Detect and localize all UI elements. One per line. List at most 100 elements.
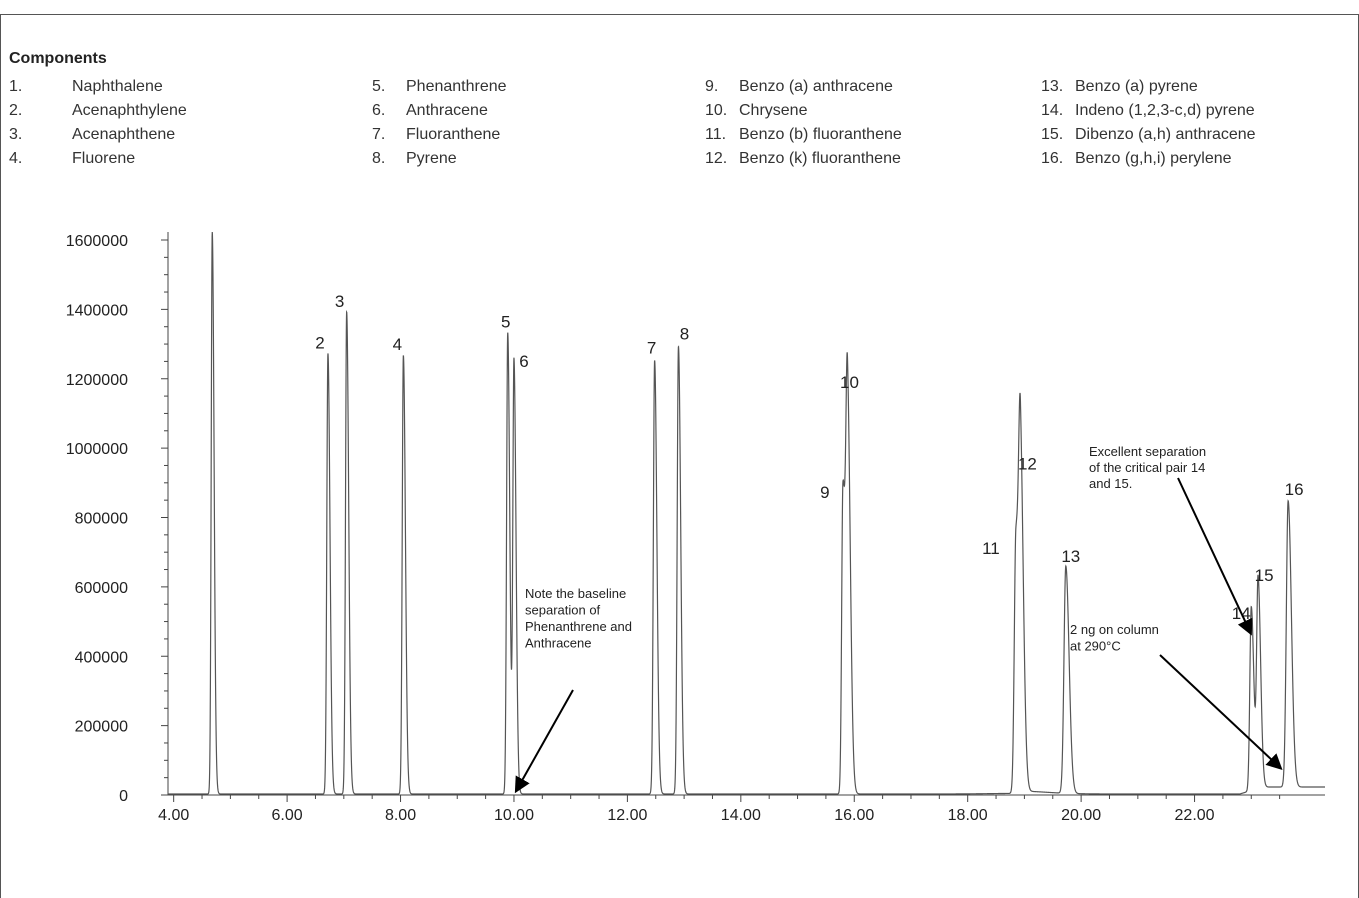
legend-item-number: 1. (9, 78, 23, 95)
legend-item: 2. Acenaphthylene (9, 102, 187, 120)
legend-item-name: Benzo (g,h,i) perylene (1075, 150, 1232, 167)
peak-label: 4 (393, 335, 402, 354)
y-tick-label: 1400000 (66, 302, 128, 319)
legend-item-name: Naphthalene (72, 78, 163, 95)
legend-item: 16. Benzo (g,h,i) perylene (1041, 150, 1232, 168)
x-tick-label: 12.00 (607, 807, 647, 824)
legend-item-name: Chrysene (739, 102, 808, 119)
annotation-arrow (1177, 477, 1253, 636)
legend-item: 3. Acenaphthene (9, 126, 175, 144)
legend-item: 6. Anthracene (372, 102, 488, 120)
legend-item-number: 7. (372, 126, 386, 143)
y-tick-label: 1000000 (66, 441, 128, 458)
peak-labels: 2345678910111213141516 (315, 292, 1303, 623)
peak-label: 5 (501, 313, 510, 332)
legend-item: 15. Dibenzo (a,h) anthracene (1041, 126, 1256, 144)
peak-label: 7 (647, 338, 656, 357)
peak-label: 11 (982, 539, 1000, 558)
y-tick-label: 0 (119, 788, 128, 805)
x-tick-label: 16.00 (834, 807, 874, 824)
legend-item-name: Pyrene (406, 150, 457, 167)
legend-item-number: 14. (1041, 102, 1064, 119)
x-tick-label: 4.00 (158, 807, 189, 824)
x-tick-label: 10.00 (494, 807, 534, 824)
peak-label: 12 (1018, 455, 1037, 474)
peak-label: 13 (1061, 547, 1080, 566)
legend-item: 13. Benzo (a) pyrene (1041, 78, 1198, 96)
peak-label: 10 (840, 373, 859, 392)
legend-item-name: Fluorene (72, 150, 136, 167)
annotations: Note the baseline separation of Phenanthre… (514, 444, 1283, 794)
legend-item-name: Phenanthrene (406, 78, 507, 95)
x-tick-label: 6.00 (272, 807, 303, 824)
legend-item-number: 9. (705, 78, 719, 95)
legend-item-name: Fluoranthene (406, 126, 501, 143)
peak-label: 2 (315, 333, 324, 352)
peak-label: 9 (820, 483, 829, 502)
annotation-arrow (1159, 654, 1283, 770)
peak-label: 15 (1255, 566, 1274, 585)
x-tick-label: 20.00 (1061, 807, 1101, 824)
annotation-text: Excellent separation of the critical pair… (1089, 444, 1206, 491)
x-tick-label: 22.00 (1175, 807, 1215, 824)
legend-item: 5. Phenanthrene (372, 78, 507, 96)
annotation-line: Excellent separation (1089, 444, 1206, 459)
legend-item: 10. Chrysene (705, 102, 807, 120)
annotation-line: 2 ng on column (1070, 622, 1159, 637)
legend-item: 7. Fluoranthene (372, 126, 500, 144)
legend-item-number: 16. (1041, 150, 1064, 167)
legend-item-number: 3. (9, 126, 23, 143)
annotation-line: of the critical pair 14 (1089, 460, 1205, 475)
legend-item-number: 5. (372, 78, 386, 95)
legend-item: 14. Indeno (1,2,3-c,d) pyrene (1041, 102, 1255, 120)
legend-item-name: Anthracene (406, 102, 488, 119)
annotation-line: Note the baseline (525, 586, 626, 601)
y-tick-label: 200000 (75, 719, 128, 736)
y-tick-label: 400000 (75, 649, 128, 666)
legend-item-name: Acenaphthylene (72, 102, 187, 119)
legend-item-number: 11. (705, 126, 727, 143)
x-tick-label: 14.00 (721, 807, 761, 824)
y-tick-label: 1200000 (66, 372, 128, 389)
y-tick-label: 600000 (75, 580, 128, 597)
legend-item: 8. Pyrene (372, 150, 457, 168)
legend-item: 11. Benzo (b) fluoranthene (705, 126, 902, 144)
legend-item-name: Benzo (k) fluoranthene (739, 150, 901, 167)
axes: 0 200000 400000 600000 800000 1000000 1200000 1… (66, 232, 1325, 824)
x-tick-label: 18.00 (948, 807, 988, 824)
y-tick-label: 800000 (75, 511, 128, 528)
legend-item-name: Benzo (a) anthracene (739, 78, 893, 95)
annotation-line: and 15. (1089, 476, 1132, 491)
legend-item-name: Benzo (b) fluoranthene (739, 126, 902, 143)
peak-label: 8 (680, 325, 689, 344)
peak-label: 3 (335, 292, 344, 311)
legend-item-number: 13. (1041, 78, 1064, 95)
y-tick-label: 1600000 (66, 233, 128, 250)
legend-item-number: 10. (705, 102, 728, 119)
legend-item-number: 4. (9, 150, 23, 167)
legend-item-number: 12. (705, 150, 728, 167)
legend-item: 4. Fluorene (9, 150, 135, 168)
annotation-line: Anthracene (525, 636, 592, 651)
chromatogram-trace (168, 232, 1325, 795)
legend-item: 12. Benzo (k) fluoranthene (705, 150, 901, 168)
legend-item-number: 6. (372, 102, 386, 119)
legend-item-number: 15. (1041, 126, 1064, 143)
legend-item-name: Benzo (a) pyrene (1075, 78, 1198, 95)
legend-title: Components (9, 50, 107, 67)
trace-layer (168, 232, 1325, 795)
legend-item-name: Indeno (1,2,3-c,d) pyrene (1075, 102, 1255, 119)
legend-item-name: Dibenzo (a,h) anthracene (1075, 126, 1256, 143)
legend-item: 1. Naphthalene (9, 78, 163, 96)
peak-label: 16 (1285, 480, 1304, 499)
annotation-text: Note the baseline separation of Phenanthre… (525, 586, 632, 651)
legend-item-name: Acenaphthene (72, 126, 176, 143)
x-tick-label: 8.00 (385, 807, 416, 824)
peak-label: 6 (519, 352, 528, 371)
legend-item: 9. Benzo (a) anthracene (705, 78, 893, 96)
annotation-text: 2 ng on column at 290°C (1070, 622, 1159, 654)
annotation-arrow (514, 689, 574, 794)
annotation-line: Phenanthrene and (525, 619, 632, 634)
annotation-line: at 290°C (1070, 639, 1121, 654)
